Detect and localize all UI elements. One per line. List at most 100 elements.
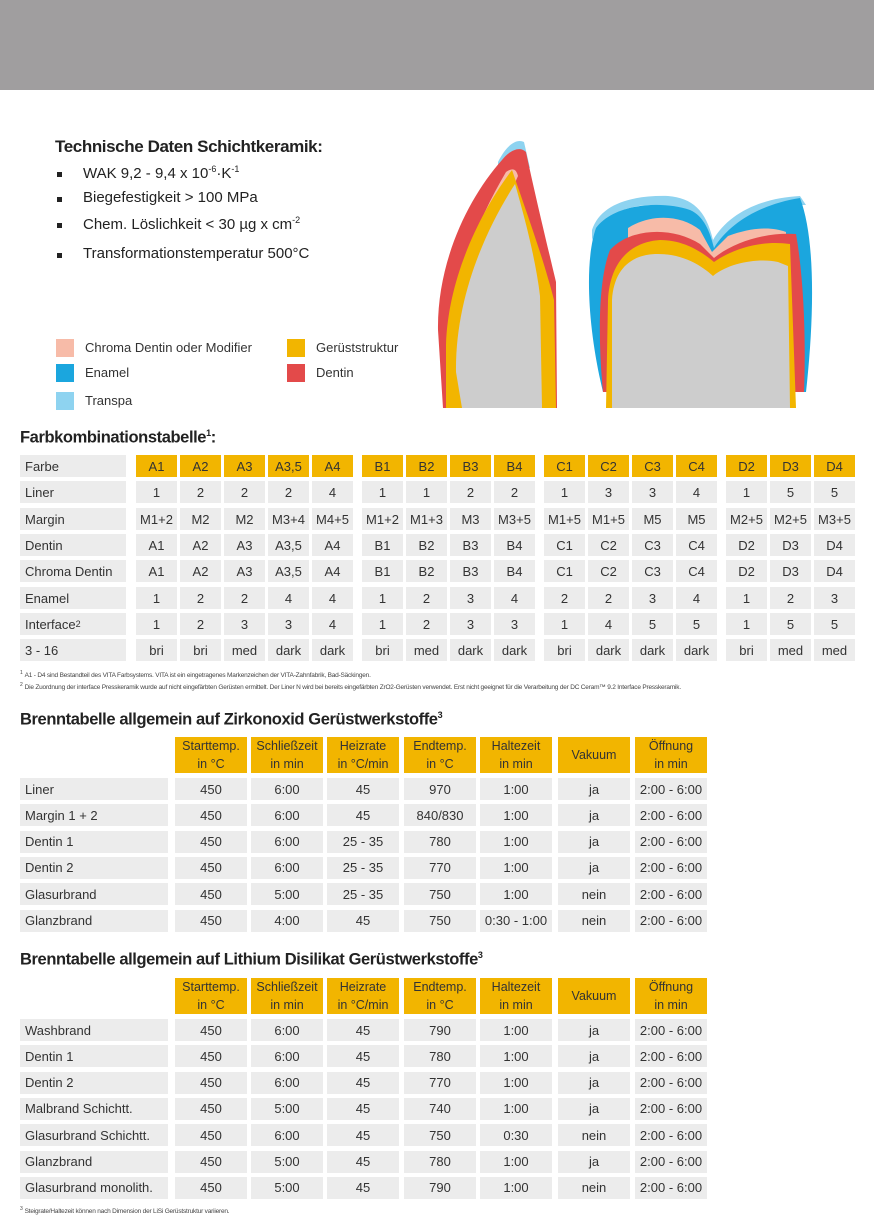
column-header: Öffnung in min xyxy=(635,978,707,1014)
shade-header-cell: B3 xyxy=(450,455,491,477)
bullet-item: Biegefestigkeit > 100 MPa xyxy=(83,189,258,206)
table-cell: 6:00 xyxy=(251,1071,323,1094)
header-line: Haltezeit xyxy=(491,980,541,994)
superscript: -2 xyxy=(292,215,301,225)
table-cell: 0:30 - 1:00 xyxy=(480,909,552,932)
header-line: Vakuum xyxy=(571,989,617,1003)
table-cell: dark xyxy=(450,639,491,661)
header-line: in min xyxy=(499,998,533,1012)
table-cell: D4 xyxy=(814,560,855,582)
table-cell: 450 xyxy=(175,804,247,827)
footnote-marker: 1 xyxy=(206,428,211,438)
table-cell: 450 xyxy=(175,1045,247,1068)
table-cell: A4 xyxy=(312,534,353,556)
footnote-text: Steigrate/Haltezeit können nach Dimensio… xyxy=(24,1208,230,1216)
shade-header-cell: A2 xyxy=(180,455,221,477)
row-label: Dentin xyxy=(20,534,126,556)
bullet-text: Chem. Löslichkeit < 30 µg x cm xyxy=(83,216,293,233)
superscript: -1 xyxy=(231,164,240,174)
table-cell: 5:00 xyxy=(251,883,323,906)
table-cell: 1 xyxy=(544,481,585,503)
table-cell: 1:00 xyxy=(480,830,552,853)
table-cell: 750 xyxy=(404,883,476,906)
table-cell: 3 xyxy=(224,613,265,635)
table-cell: 3 xyxy=(450,587,491,609)
row-label: Washbrand xyxy=(20,1019,168,1041)
table-cell: 6:00 xyxy=(251,1124,323,1147)
table-cell: 2 xyxy=(224,587,265,609)
table-cell: dark xyxy=(632,639,673,661)
table-cell: C3 xyxy=(632,560,673,582)
table-cell: 2 xyxy=(406,587,447,609)
table-cell: M1+3 xyxy=(406,508,447,530)
table-cell: 2 xyxy=(588,587,629,609)
table-cell: 2:00 - 6:00 xyxy=(635,909,707,932)
table-cell: A3,5 xyxy=(268,560,309,582)
row-label: Chroma Dentin xyxy=(20,560,126,582)
table-cell: A3,5 xyxy=(268,534,309,556)
table-cell: 1:00 xyxy=(480,856,552,879)
column-header: Vakuum xyxy=(558,978,630,1014)
table-cell: 4 xyxy=(312,481,353,503)
legend-label: Dentin xyxy=(316,365,354,380)
table-cell: ja xyxy=(558,804,630,827)
table-cell: A3 xyxy=(224,534,265,556)
table-cell: 2:00 - 6:00 xyxy=(635,830,707,853)
table-cell: M1+2 xyxy=(136,508,177,530)
row-label: Interface 2 xyxy=(20,613,126,635)
table-cell: 1 xyxy=(544,613,585,635)
table-cell: ja xyxy=(558,778,630,800)
table-cell: 2 xyxy=(180,481,221,503)
table-cell: A4 xyxy=(312,560,353,582)
bullet-text: Biegefestigkeit > 100 MPa xyxy=(83,189,258,206)
label-text: Liner xyxy=(25,484,54,500)
table-cell: nein xyxy=(558,883,630,906)
table-cell: D3 xyxy=(770,534,811,556)
table-cell: 6:00 xyxy=(251,778,323,800)
table-cell: A1 xyxy=(136,560,177,582)
table-cell: 1:00 xyxy=(480,1071,552,1094)
bullet-item: Transformationstemperatur 500°C xyxy=(83,245,309,262)
row-label: 3 - 16 xyxy=(20,639,126,661)
table-cell: M2+5 xyxy=(770,508,811,530)
header-line: in °C xyxy=(426,998,454,1012)
table-cell: M3+4 xyxy=(268,508,309,530)
table-cell: M1+2 xyxy=(362,508,403,530)
table-cell: 3 xyxy=(632,587,673,609)
table-cell: B1 xyxy=(362,534,403,556)
table-cell: 1 xyxy=(362,587,403,609)
table-cell: 5 xyxy=(676,613,717,635)
table-cell: M3 xyxy=(450,508,491,530)
table-cell: nein xyxy=(558,909,630,932)
row-label: Dentin 1 xyxy=(20,1045,168,1068)
legend-label: Transpa xyxy=(85,393,133,408)
table-cell: 450 xyxy=(175,1124,247,1147)
table-cell: 780 xyxy=(404,1150,476,1173)
header-line: Schließzeit xyxy=(256,739,318,753)
header-line: Öffnung xyxy=(648,739,694,753)
footnote-text: Die Zuordnung der interface Presskeramik… xyxy=(24,684,682,692)
column-header: Haltezeit in min xyxy=(480,978,552,1014)
table-header-label: Farbe xyxy=(20,455,126,477)
table-cell: 450 xyxy=(175,1097,247,1120)
bullet-mark xyxy=(57,223,62,228)
table-cell: 3 xyxy=(588,481,629,503)
table-cell: 2:00 - 6:00 xyxy=(635,778,707,800)
header-line: Schließzeit xyxy=(256,980,318,994)
legend-swatch xyxy=(56,339,74,357)
footnote: 3 Steigrate/Haltezeit können nach Dimensi… xyxy=(20,1206,230,1216)
header-line: in min xyxy=(654,757,688,771)
column-header: Endtemp. in °C xyxy=(404,978,476,1014)
shade-header-cell: B4 xyxy=(494,455,535,477)
header-line: in °C xyxy=(197,998,225,1012)
table-cell: 2 xyxy=(180,613,221,635)
bullet-item: Chem. Löslichkeit < 30 µg x cm-2 xyxy=(83,215,300,233)
table-cell: 1 xyxy=(362,481,403,503)
row-label: Enamel xyxy=(20,587,126,609)
label-text: Interface xyxy=(25,616,76,632)
legend-swatch xyxy=(56,392,74,410)
row-label: Glanzbrand xyxy=(20,1150,168,1173)
table-cell: C4 xyxy=(676,560,717,582)
header-line: Starttemp. xyxy=(182,739,240,753)
table-cell: 1 xyxy=(362,613,403,635)
